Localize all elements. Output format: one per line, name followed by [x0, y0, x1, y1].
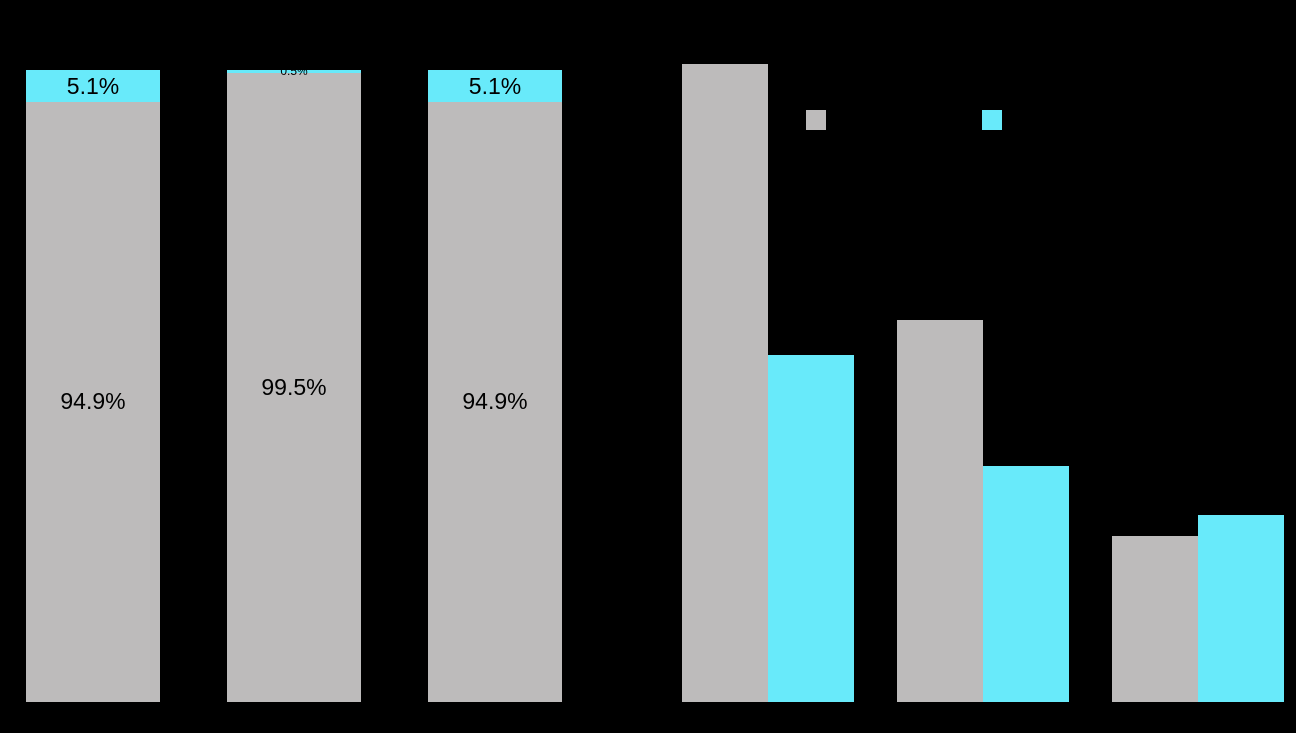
bar-1-top-label: 5.1%	[66, 73, 120, 99]
bar-1-bottom-segment: 94.9%	[26, 102, 160, 702]
group-2-series-b-bar	[983, 466, 1069, 702]
bar-3-top-segment: 5.1%	[428, 70, 562, 102]
group-1-series-a-bar	[682, 64, 768, 702]
group-3-series-a-bar	[1112, 536, 1198, 702]
bar-1-bottom-label: 94.9%	[60, 388, 126, 414]
bar-2-top-label: 0.5%	[280, 64, 308, 78]
stacked-bar-3: 5.1% 94.9%	[428, 70, 562, 702]
legend-swatch-series-b	[982, 110, 1002, 130]
bar-3-top-label: 5.1%	[468, 73, 522, 99]
bar-3-bottom-label: 94.9%	[462, 388, 528, 414]
bar-2-top-segment	[227, 70, 361, 73]
bar-2-bottom-label: 99.5%	[261, 374, 327, 400]
group-1-series-b-bar	[768, 355, 854, 702]
stacked-bar-2: 0.5% 99.5%	[227, 65, 361, 702]
stacked-bar-1: 5.1% 94.9%	[26, 70, 160, 702]
bar-2-bottom-segment: 99.5%	[227, 73, 361, 702]
bar-3-bottom-segment: 94.9%	[428, 102, 562, 702]
group-3-series-b-bar	[1198, 515, 1284, 702]
group-2-series-a-bar	[897, 320, 983, 702]
bar-1-top-segment: 5.1%	[26, 70, 160, 102]
legend-swatch-series-a	[806, 110, 826, 130]
